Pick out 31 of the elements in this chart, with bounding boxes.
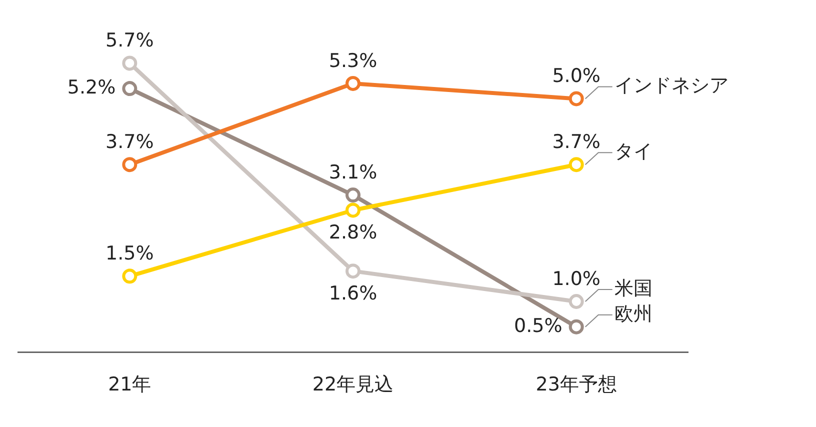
series-label: タイ <box>614 140 652 163</box>
series-label: インドネシア <box>614 74 728 97</box>
data-label: 5.2% <box>67 76 116 98</box>
data-label: 3.1% <box>328 161 378 184</box>
x-tick-label: 23年予想 <box>536 374 617 396</box>
point <box>122 157 138 172</box>
series-label: 欧州 <box>614 302 652 325</box>
point <box>122 56 138 71</box>
point <box>568 294 584 309</box>
data-label: 5.3% <box>328 50 378 72</box>
point <box>346 202 360 218</box>
data-label: 1.0% <box>552 268 600 290</box>
data-label: 3.7% <box>552 131 600 154</box>
data-label: 1.5% <box>106 242 154 265</box>
data-label: 5.0% <box>552 65 600 88</box>
point <box>122 81 138 96</box>
point <box>346 188 360 203</box>
data-label: 0.5% <box>514 314 562 337</box>
data-label: 3.7% <box>106 131 154 154</box>
data-label: 1.6% <box>328 282 378 305</box>
point <box>568 91 584 106</box>
point <box>346 264 360 279</box>
x-tick-label: 22年見込 <box>312 374 394 396</box>
data-label: 5.7% <box>106 30 154 52</box>
x-tick-label: 21年 <box>108 374 152 396</box>
data-label: 2.8% <box>328 222 378 244</box>
point <box>346 76 360 91</box>
point <box>122 268 138 284</box>
point <box>568 157 584 172</box>
series-label: 米国 <box>614 277 652 300</box>
point <box>568 319 584 334</box>
